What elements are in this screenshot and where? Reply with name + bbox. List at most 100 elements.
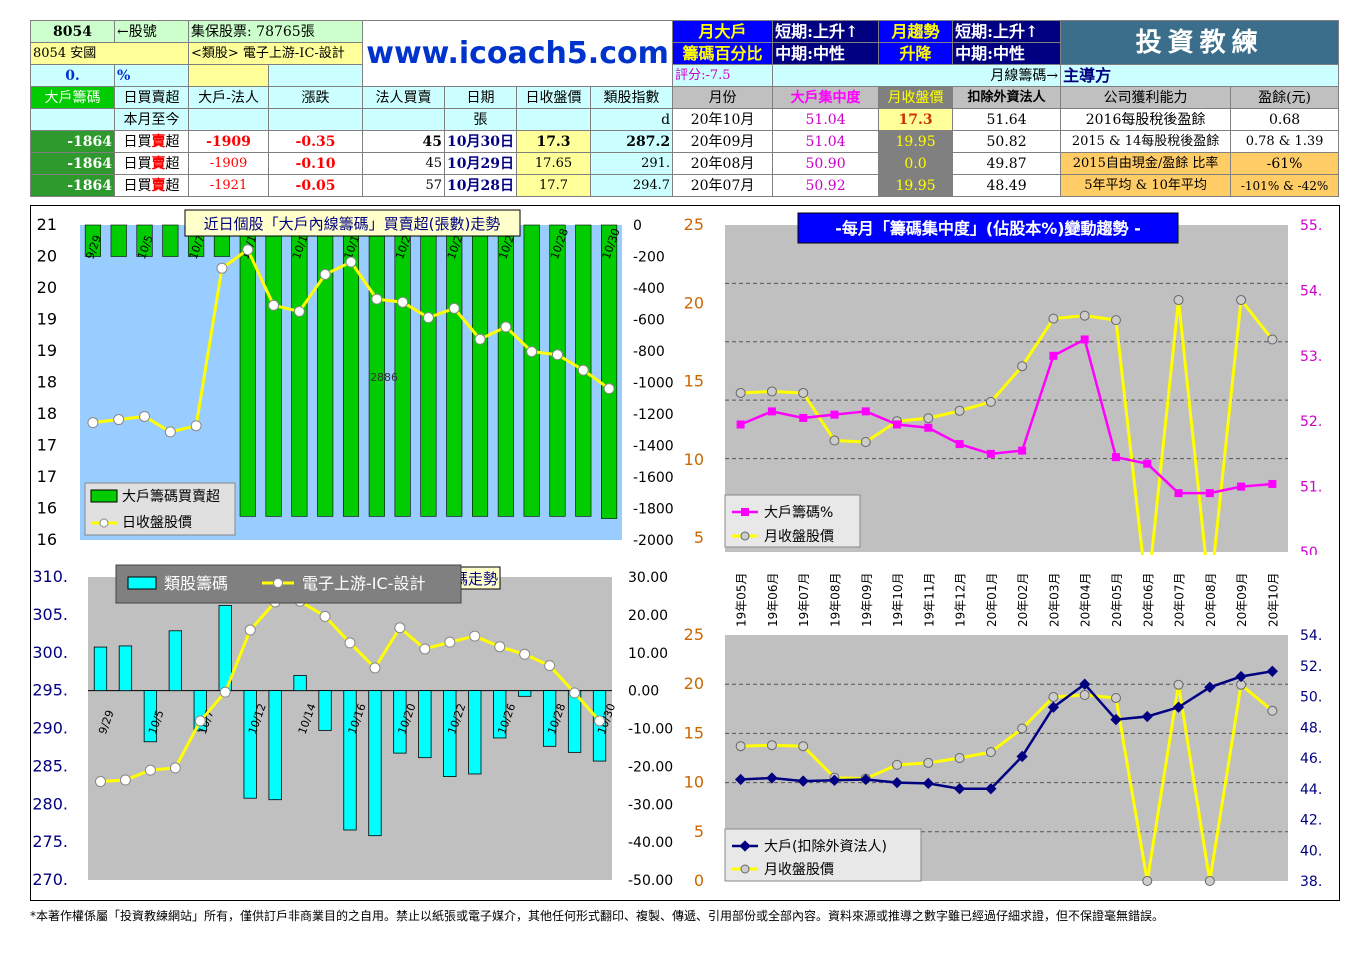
- price-point: [474, 333, 486, 345]
- logo: 投資教練: [1060, 20, 1340, 65]
- price-point: [923, 413, 934, 424]
- axis-tick-label: 42.: [1300, 813, 1322, 829]
- index-cell: 291.: [590, 152, 674, 175]
- x-tick-label: 20年10月: [1266, 572, 1280, 627]
- empty-cell: [267, 108, 364, 131]
- col-header: 扣除外資法人: [952, 86, 1062, 109]
- axis-tick-label: -2000: [633, 533, 674, 549]
- axis-tick-label: 270.: [32, 870, 68, 889]
- x-tick-label: 19年08月: [828, 572, 842, 627]
- daily-label-a: 日買: [123, 155, 152, 172]
- chart-title-box: [184, 209, 521, 237]
- axis-tick-label: 17: [37, 436, 57, 455]
- x-tick-label: 20年07月: [1173, 572, 1187, 627]
- index-point: [494, 641, 506, 653]
- chart-title-box: [797, 212, 1179, 244]
- price-point: [216, 262, 228, 274]
- price-point: [1267, 705, 1278, 716]
- col-header: 大戶籌碼: [30, 86, 115, 109]
- major-holder-point: [1110, 713, 1122, 726]
- legend-label: 月收盤股價: [764, 528, 834, 545]
- price-point: [1110, 315, 1121, 326]
- axis-tick-label: 5: [694, 822, 704, 841]
- price-point: [526, 346, 538, 358]
- axis-tick-label: 50.: [1300, 690, 1322, 706]
- profit-value: 0.68: [1230, 108, 1340, 131]
- price-point: [985, 747, 996, 758]
- x-tick-label: 20年09月: [1235, 572, 1249, 627]
- index-point: [594, 715, 606, 727]
- zero-value: 0.: [30, 64, 115, 87]
- price-point: [1017, 361, 1028, 372]
- col-header: 大戶集中度: [772, 86, 880, 109]
- bar: [497, 224, 514, 517]
- bar: [293, 675, 307, 692]
- col-header: 漲跌: [267, 86, 364, 109]
- bar: [162, 224, 179, 257]
- bar: [446, 224, 463, 517]
- excl-cell: 50.82: [952, 130, 1062, 153]
- chip-cell: -1864: [30, 152, 115, 175]
- bar: [268, 690, 282, 801]
- stock-name: 8054 安國: [30, 42, 189, 65]
- legend-label: 大戶籌碼買賣超: [122, 489, 220, 505]
- legend-label: 大戶籌碼%: [764, 505, 833, 521]
- price-point: [1204, 876, 1215, 886]
- concentration-point: [767, 407, 776, 416]
- axis-tick-label: 280.: [32, 794, 68, 813]
- daily-label-a: 日買: [123, 177, 152, 194]
- profit-label: 2016每股稅後盈餘: [1060, 108, 1232, 131]
- monthly-trend-2: 升降: [878, 42, 954, 65]
- major-holder-point: [1204, 681, 1216, 693]
- price-point: [954, 405, 965, 416]
- price-point: [448, 302, 460, 314]
- axis-tick-label: 20: [37, 278, 57, 297]
- price-point: [829, 435, 840, 446]
- axis-tick-label: 16: [37, 499, 57, 518]
- short-term-1: 短期:上升↑: [772, 20, 880, 43]
- col-header: 大戶-法人: [188, 86, 269, 109]
- legend-marker: [273, 578, 283, 588]
- major-holder-point: [922, 777, 934, 790]
- mid-term-1: 中期:中性: [772, 42, 880, 65]
- price-point: [766, 386, 777, 397]
- price-point: [242, 244, 254, 256]
- axis-tick-label: 54.: [1300, 628, 1322, 644]
- bar: [243, 690, 257, 799]
- bar: [601, 224, 618, 519]
- inst-cell: 45: [362, 152, 446, 175]
- concentration-point: [799, 413, 808, 422]
- mid-term-2: 中期:中性: [952, 42, 1062, 65]
- col-header: 日收盤價: [516, 86, 592, 109]
- axis-tick-label: 5: [694, 528, 704, 547]
- bar: [518, 690, 532, 697]
- axis-tick-label: 40.: [1300, 843, 1322, 859]
- major-holder-point: [1266, 665, 1279, 677]
- bar: [118, 645, 133, 692]
- month-close-cell: 19.95: [878, 130, 954, 153]
- bar: [420, 224, 437, 517]
- axis-tick-label: 30.00: [628, 570, 668, 586]
- chip-cell: -1864: [30, 174, 115, 197]
- empty-cell: [188, 108, 269, 131]
- bar: [368, 690, 382, 837]
- axis-tick-label: -600: [633, 313, 665, 329]
- index-point: [119, 774, 131, 786]
- month-to-date: 本月至今: [114, 108, 189, 131]
- price-point: [766, 740, 777, 751]
- website-title[interactable]: www.icoach5.com: [362, 20, 674, 87]
- col-header: 日期: [444, 86, 518, 109]
- monthly-trend-1: 月趨勢: [878, 20, 954, 43]
- legend-marker: [740, 864, 750, 874]
- axis-tick-label: 0: [633, 218, 642, 234]
- axis-tick-label: -800: [633, 344, 665, 360]
- daily-chip-chart: 21 20 20 19 19 18 18 17 17 16 16 0 -200 -400 -600 -800 -…: [37, 209, 674, 549]
- sector-chip-chart: 310. 305. 300. 295. 290. 285. 280. 275. 270. 30.0…: [32, 564, 673, 889]
- bar: [93, 646, 108, 692]
- concentration-point: [1174, 489, 1183, 498]
- month-close-cell: 17.3: [878, 108, 954, 131]
- x-tick-label: 20年01月: [985, 572, 999, 627]
- bar: [493, 690, 507, 739]
- axis-tick-label: 15: [684, 723, 704, 742]
- axis-tick-label: 15: [684, 372, 704, 391]
